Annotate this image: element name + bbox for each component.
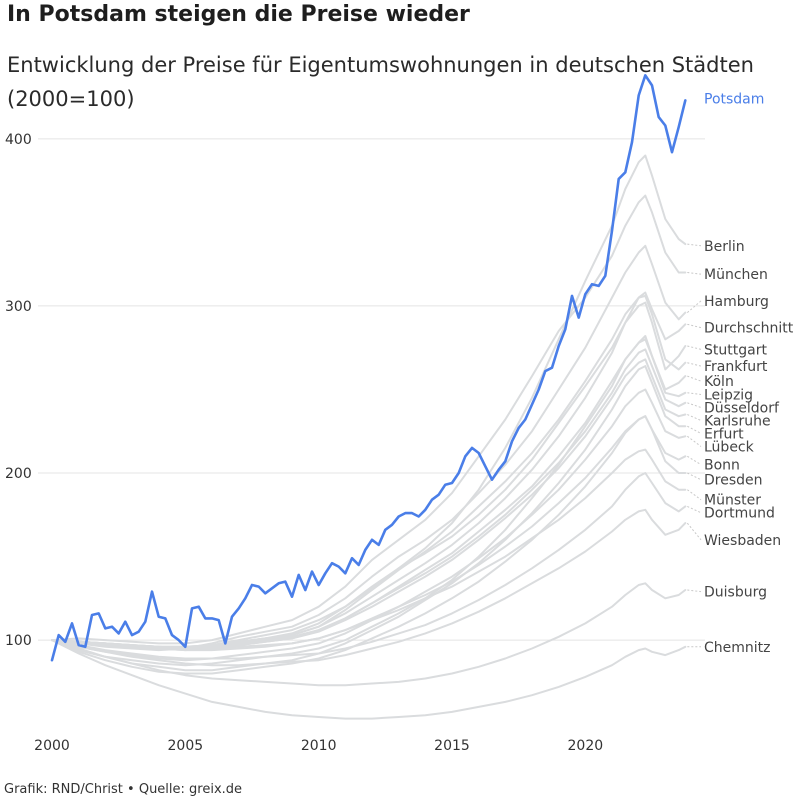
- series-label-berlin: Berlin: [704, 239, 745, 255]
- series-label-lubeck: Lübeck: [704, 439, 755, 455]
- y-tick-label: 300: [5, 299, 32, 315]
- label-leader-hamburg: [687, 300, 702, 313]
- label-leader-wiesbaden: [686, 522, 702, 541]
- series-label-bonn: Bonn: [704, 458, 740, 474]
- series-line-dusseldorf: [51, 348, 687, 648]
- series-label-dusseldorf: Düsseldorf: [704, 400, 780, 416]
- series-label-dresden: Dresden: [704, 473, 763, 489]
- label-leader-lubeck: [687, 435, 702, 447]
- x-tick-label: 2010: [301, 738, 337, 754]
- label-leader-dusseldorf: [687, 402, 702, 408]
- label-leader-frankfurt: [687, 362, 702, 367]
- series-labels: Potsdam Berlin München Hamburg Durchschnitt S…: [704, 92, 794, 656]
- series-label-duisburg: Duisburg: [704, 585, 767, 601]
- series-label-frankfurt: Frankfurt: [704, 359, 768, 375]
- label-leader-munster: [687, 489, 702, 501]
- series-label-dortmund: Dortmund: [704, 506, 775, 522]
- series-line-dortmund: [51, 472, 687, 660]
- label-leader-berlin: [687, 243, 702, 247]
- series-label-chemnitz: Chemnitz: [704, 640, 771, 656]
- label-leader-munchen: [687, 272, 702, 275]
- x-tick-label: 2005: [168, 738, 204, 754]
- series-line-duisburg: [51, 582, 687, 687]
- series-line-erfurt: [51, 365, 687, 672]
- series-label-potsdam: Potsdam: [704, 92, 764, 108]
- y-tick-label: 100: [5, 633, 32, 649]
- x-tick-label: 2020: [568, 738, 604, 754]
- x-tick-label: 2015: [434, 738, 470, 754]
- label-leader-leipzig: [687, 392, 702, 395]
- label-leader-durchschnitt: [687, 323, 702, 329]
- label-leader-dortmund: [687, 505, 702, 514]
- y-tick-label: 400: [5, 132, 32, 148]
- label-leader-erfurt: [687, 425, 702, 434]
- label-leader-dresden: [687, 472, 702, 481]
- label-leader-koln: [687, 375, 702, 382]
- y-axis: 100 200 300 400: [5, 132, 32, 649]
- series-line-stuttgart: [51, 301, 687, 648]
- label-leader-karlsruhe: [687, 414, 702, 421]
- series-line-wiesbaden: [51, 508, 687, 667]
- label-leaders: [686, 243, 702, 648]
- series-line-chemnitz: [51, 639, 687, 720]
- series-line-munster: [51, 448, 687, 650]
- series-line-lubeck: [51, 388, 687, 662]
- series-label-erfurt: Erfurt: [704, 426, 744, 442]
- x-tick-label: 2000: [34, 738, 70, 754]
- source-note: Grafik: RND/Christ • Quelle: greix.de: [4, 782, 243, 797]
- line-chart: 100 200 300 400 2000 2005 2010 2015 2020 Potsda…: [5, 74, 794, 754]
- series-line-durchschnitt: [51, 291, 687, 650]
- x-axis: 2000 2005 2010 2015 2020: [34, 738, 603, 754]
- series-line-munchen: [51, 194, 687, 645]
- series-label-stuttgart: Stuttgart: [704, 342, 767, 358]
- chart-subtitle: Entwicklung der Preise für Eigentumswohn…: [7, 53, 754, 111]
- label-leader-bonn: [687, 455, 702, 466]
- series-label-munchen: München: [704, 267, 768, 283]
- label-leader-stuttgart: [687, 345, 702, 350]
- series-label-wiesbaden: Wiesbaden: [704, 533, 781, 549]
- series-label-hamburg: Hamburg: [704, 294, 769, 310]
- chart-title: In Potsdam steigen die Preise wieder: [7, 2, 470, 27]
- label-leader-duisburg: [687, 589, 702, 593]
- series-label-karlsruhe: Karlsruhe: [704, 413, 771, 429]
- series-line-berlin: [51, 154, 687, 650]
- series-lines: [50, 74, 687, 720]
- y-tick-label: 200: [5, 466, 32, 482]
- gridlines: [38, 138, 705, 641]
- series-label-durchschnitt: Durchschnitt: [704, 321, 794, 337]
- series-label-munster: Münster: [704, 493, 761, 509]
- series-line-karlsruhe: [51, 358, 687, 652]
- series-label-koln: Köln: [704, 374, 734, 390]
- series-line-potsdam: [50, 74, 687, 662]
- series-label-leipzig: Leipzig: [704, 387, 753, 403]
